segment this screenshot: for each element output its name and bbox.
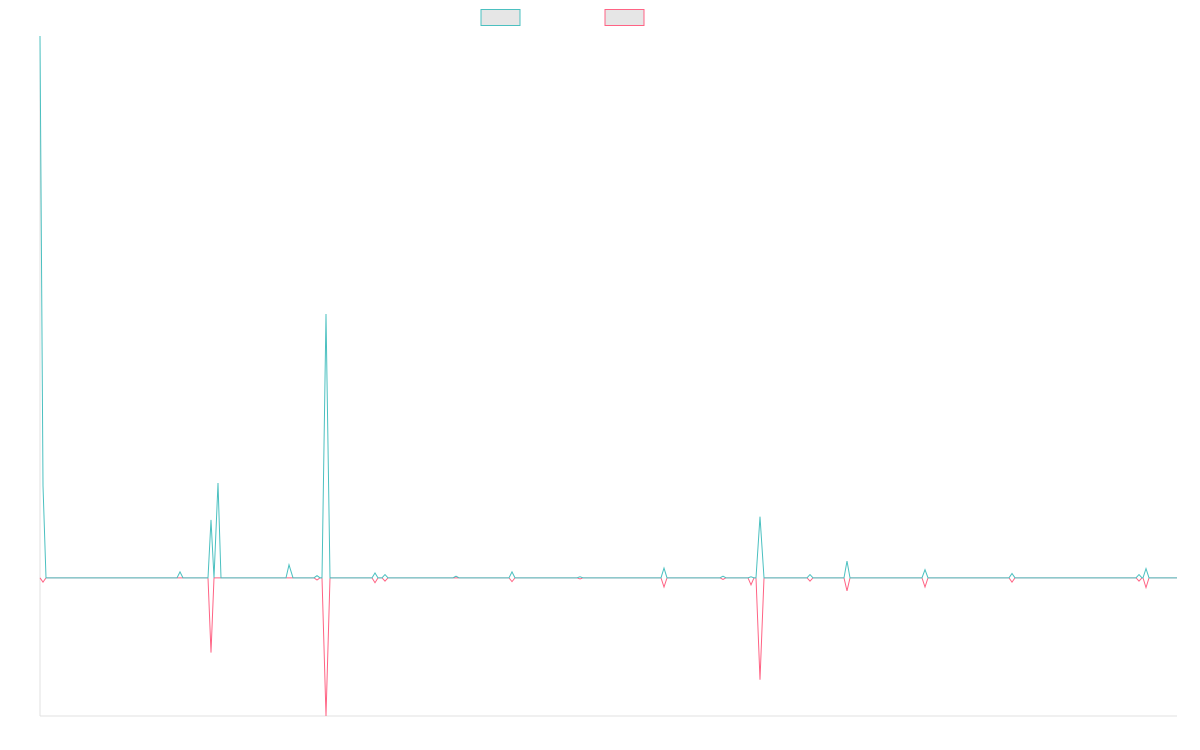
series-line <box>39 577 1177 717</box>
legend-swatch <box>480 9 521 26</box>
series-line <box>39 35 1177 579</box>
legend-swatch <box>604 9 645 26</box>
